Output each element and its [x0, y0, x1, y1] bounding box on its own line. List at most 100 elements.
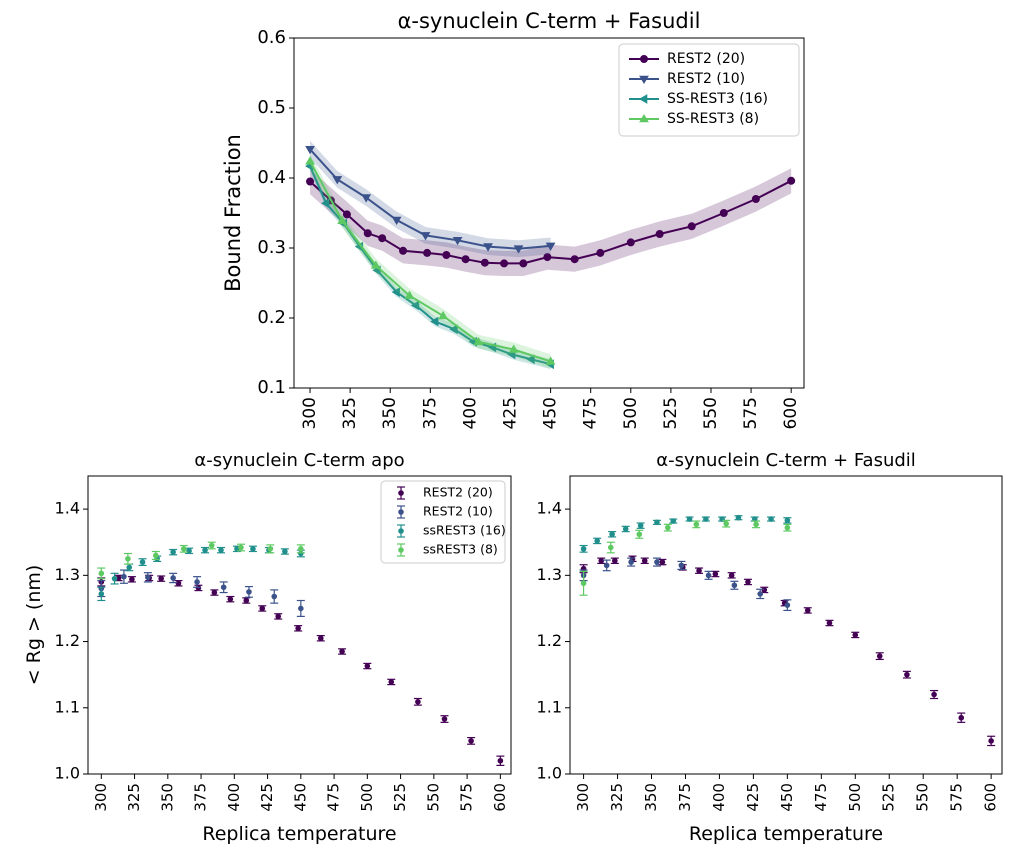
data-point	[218, 547, 224, 553]
data-point	[723, 520, 730, 527]
data-point	[111, 575, 118, 582]
data-point	[480, 258, 489, 267]
series-ss-rest3-8	[305, 154, 556, 369]
data-point	[958, 714, 965, 721]
data-point	[246, 589, 252, 595]
data-point	[513, 245, 524, 254]
data-point	[220, 584, 227, 591]
x-tick-label: 500	[621, 397, 641, 429]
data-point	[298, 550, 304, 557]
data-point	[238, 544, 244, 551]
data-point	[388, 679, 395, 685]
data-point	[211, 589, 218, 596]
data-point	[126, 564, 133, 571]
data-point	[186, 548, 192, 554]
data-point	[826, 620, 833, 626]
y-tick-label: 0.1	[257, 377, 286, 398]
data-point	[904, 671, 910, 678]
data-point	[170, 549, 176, 555]
data-point	[696, 567, 702, 574]
data-point	[628, 559, 634, 565]
data-point	[519, 259, 528, 268]
data-point	[441, 716, 448, 722]
data-point	[153, 552, 159, 559]
x-tick-label: 450	[291, 783, 309, 812]
chart-title: α-synuclein C-term apo	[194, 450, 404, 471]
data-point	[202, 547, 208, 553]
data-point	[306, 177, 315, 186]
y-tick-label: 0.3	[257, 237, 286, 258]
data-point	[129, 576, 135, 583]
data-point	[275, 613, 282, 620]
legend-marker	[398, 547, 404, 553]
data-point	[612, 557, 618, 564]
data-point	[659, 559, 666, 565]
legend-label: REST2 (20)	[423, 485, 493, 500]
rg-apo-chart: 300 325 350 375 400 425 450 475 500 525 550 575 600 1…	[23, 450, 512, 845]
data-point	[378, 234, 387, 243]
chart-title: α-synuclein C-term + Fasudil	[398, 9, 701, 33]
x-tick-label: 525	[880, 783, 898, 812]
data-point	[665, 524, 671, 531]
legend-label: REST2 (10)	[423, 504, 493, 519]
data-point	[339, 648, 345, 655]
legend-marker	[639, 75, 649, 84]
data-point	[391, 287, 400, 297]
x-tick-label: 550	[914, 783, 932, 812]
data-point	[594, 538, 600, 544]
data-point	[298, 605, 304, 612]
data-point	[719, 516, 725, 522]
data-point	[267, 546, 274, 552]
data-point	[580, 580, 587, 587]
x-tick-label: 325	[340, 397, 360, 429]
data-point	[195, 585, 202, 591]
legend-marker	[639, 94, 648, 104]
data-point	[784, 524, 791, 531]
y-tick-label: 0.6	[257, 27, 286, 48]
data-point	[399, 246, 408, 255]
legend-label: REST2 (10)	[667, 71, 745, 87]
data-point	[637, 522, 644, 529]
data-point	[98, 591, 105, 597]
data-point	[876, 653, 883, 659]
x-tick-label: 400	[225, 783, 243, 812]
legend-label: ssREST3 (16)	[423, 523, 506, 538]
data-point	[687, 222, 696, 231]
y-tick-label: 0.2	[257, 307, 286, 328]
data-point	[438, 310, 449, 320]
x-tick-label: 350	[380, 397, 400, 429]
data-point	[686, 516, 693, 522]
data-point	[761, 587, 768, 593]
plot-frame	[87, 475, 512, 775]
y-tick-label: 1.3	[537, 565, 562, 584]
data-point	[731, 582, 738, 589]
data-point	[121, 573, 127, 580]
x-tick-label: 600	[781, 397, 801, 429]
data-point	[745, 579, 751, 585]
confidence-band	[310, 154, 551, 369]
x-tick-label: 500	[358, 783, 376, 812]
x-tick-label: 375	[676, 783, 694, 812]
data-point	[243, 597, 250, 604]
data-point	[784, 517, 791, 524]
data-point	[250, 546, 256, 552]
y-tick-label: 1.3	[55, 565, 80, 584]
data-point	[452, 237, 463, 246]
data-point	[158, 575, 164, 582]
data-point	[282, 548, 288, 555]
x-axis-label: Replica temperature	[689, 823, 883, 845]
data-point	[295, 625, 301, 632]
data-point	[305, 156, 315, 165]
legend-marker	[398, 528, 404, 534]
series-ssrest3-8	[97, 541, 305, 580]
data-point	[626, 238, 635, 247]
data-point	[370, 260, 381, 269]
data-point	[430, 316, 439, 327]
y-tick-label: 1.4	[55, 499, 80, 518]
data-point	[596, 248, 605, 257]
data-point	[98, 570, 105, 577]
plot-frame	[293, 37, 805, 389]
data-point	[787, 176, 796, 185]
data-point	[545, 242, 556, 251]
data-point	[468, 738, 474, 744]
